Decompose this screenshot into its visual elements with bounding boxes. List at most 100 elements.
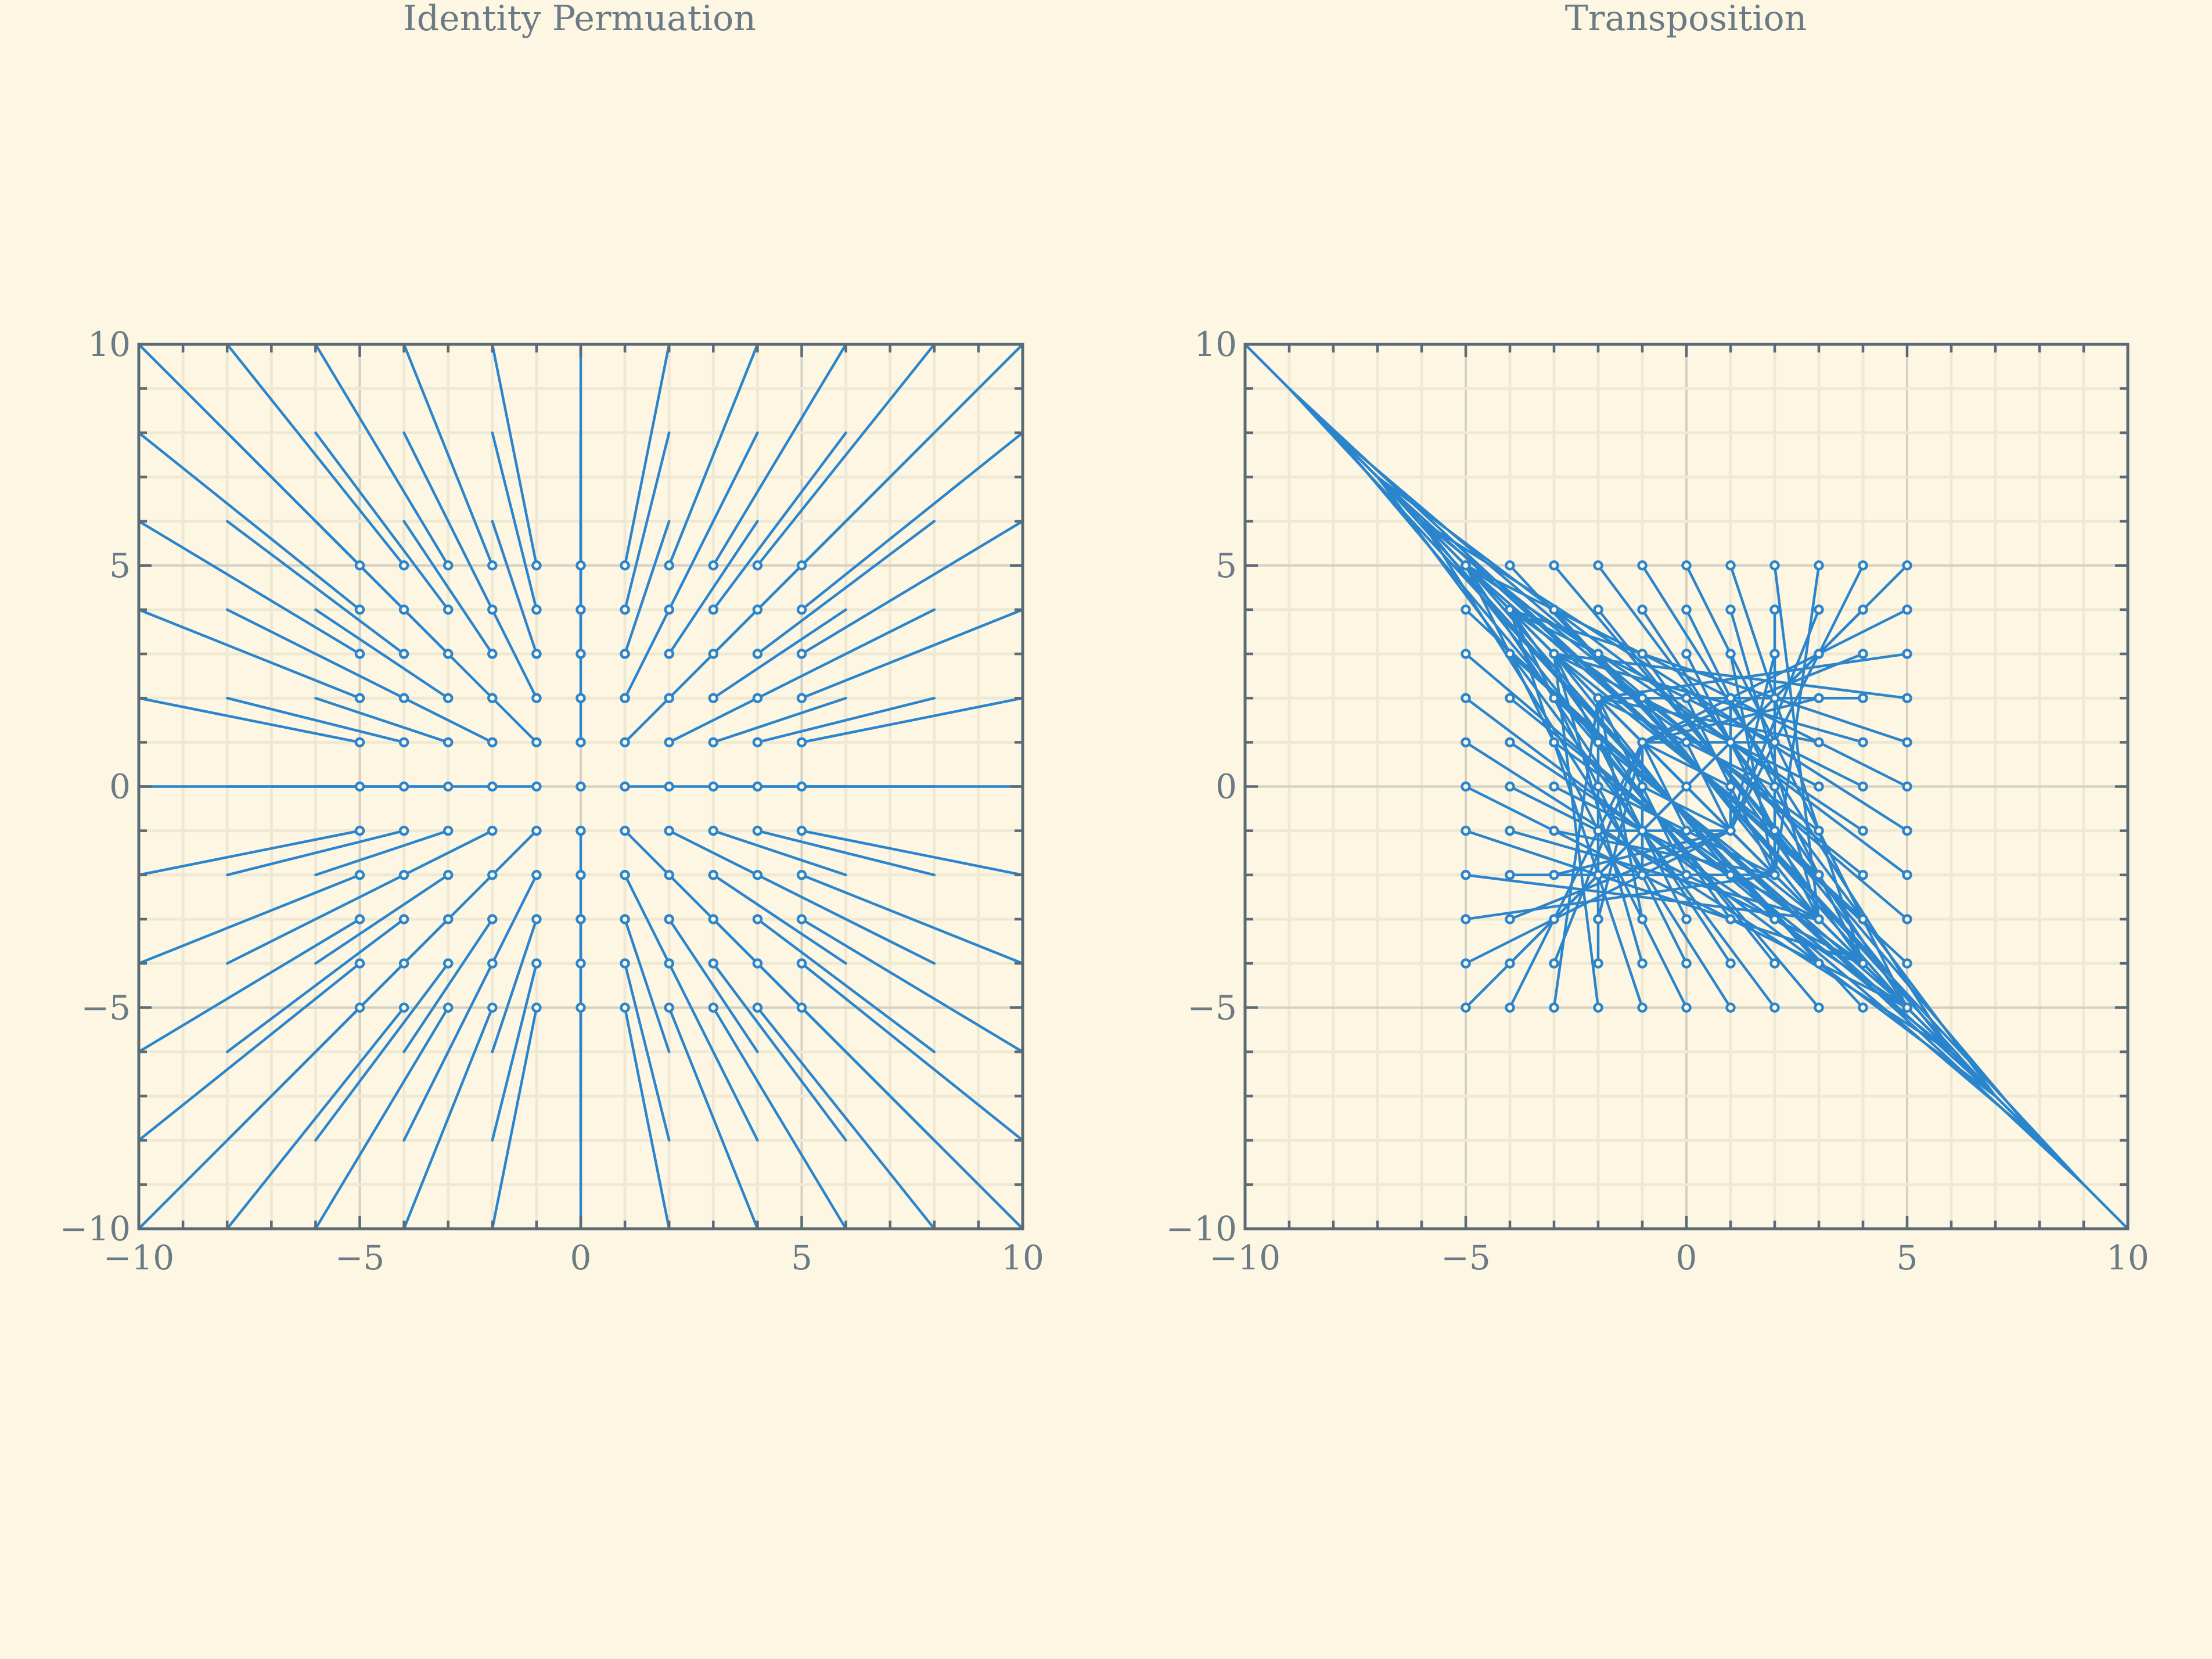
data-point — [1681, 649, 1692, 659]
series-line — [1596, 696, 1644, 921]
data-point — [796, 560, 807, 571]
data-point — [796, 825, 807, 836]
data-point — [708, 604, 719, 615]
data-point — [1681, 1002, 1692, 1013]
data-point — [708, 958, 719, 969]
data-point — [1681, 870, 1692, 880]
series-line — [712, 829, 847, 877]
data-point — [1637, 693, 1648, 703]
series-line — [667, 829, 759, 877]
data-point — [1505, 604, 1515, 615]
series-line — [667, 343, 759, 567]
series-line — [1376, 476, 1909, 877]
series-line — [800, 1006, 1024, 1230]
plot-frame — [137, 343, 1024, 1230]
data-point — [1505, 870, 1515, 880]
data-point — [664, 958, 674, 969]
data-point — [443, 649, 454, 659]
data-point — [1902, 693, 1912, 703]
series-line — [623, 873, 671, 965]
data-point — [796, 693, 807, 703]
series-line — [1641, 741, 1688, 832]
data-point — [398, 825, 409, 836]
series-line — [402, 1006, 494, 1230]
data-point — [1858, 870, 1868, 880]
series-line — [137, 608, 361, 700]
series-line — [1552, 652, 1732, 877]
data-point — [752, 870, 763, 880]
data-point — [531, 737, 542, 748]
data-point — [487, 870, 498, 880]
x-tick-label: −5 — [335, 1238, 385, 1277]
data-point — [664, 870, 674, 880]
data-point — [1681, 737, 1692, 748]
series-line — [1641, 785, 1688, 832]
series-line — [402, 696, 494, 744]
series-line — [1287, 387, 1865, 1009]
series-line — [1773, 564, 1821, 921]
data-point — [487, 604, 498, 615]
data-point — [1549, 649, 1559, 659]
data-point — [796, 604, 807, 615]
series-line — [667, 962, 759, 1142]
data-point — [576, 1002, 586, 1013]
series-line — [756, 608, 936, 700]
series-line — [1420, 520, 1909, 832]
data-point — [664, 560, 674, 571]
data-point — [1549, 914, 1559, 924]
data-point — [1637, 870, 1648, 880]
series-line — [137, 873, 361, 965]
data-point — [487, 1002, 498, 1013]
data-point — [620, 604, 630, 615]
series-line — [712, 1006, 847, 1230]
data-point — [1725, 781, 1736, 792]
panel-title: Identity Permuation — [403, 0, 756, 39]
series-line — [314, 343, 449, 567]
series-line — [1464, 829, 1865, 965]
data-point — [1593, 604, 1603, 615]
series-line — [225, 1006, 405, 1230]
data-point — [1681, 693, 1692, 703]
data-point — [620, 737, 630, 748]
data-point — [1461, 737, 1471, 748]
data-point — [1725, 604, 1736, 615]
series-line — [756, 696, 936, 744]
data-point — [576, 649, 586, 659]
data-point — [443, 737, 454, 748]
data-point — [443, 693, 454, 703]
series-lines — [137, 343, 1024, 1230]
series-line — [800, 431, 1024, 611]
data-point — [1637, 781, 1648, 792]
series-line — [712, 343, 847, 567]
series-line — [623, 343, 671, 567]
series-line — [623, 608, 671, 700]
y-tick-label: −5 — [1188, 988, 1238, 1027]
data-point — [1769, 693, 1780, 703]
data-point — [531, 649, 542, 659]
data-point — [398, 870, 409, 880]
data-point — [1769, 649, 1780, 659]
series-line — [623, 431, 671, 611]
series-line — [137, 431, 361, 611]
data-point — [1902, 560, 1912, 571]
data-point — [1593, 560, 1603, 571]
series-line — [712, 608, 847, 700]
data-point — [1769, 825, 1780, 836]
series-points — [1461, 560, 1912, 1013]
data-point — [620, 825, 630, 836]
data-point — [1858, 1002, 1868, 1013]
data-point — [1637, 649, 1648, 659]
data-point — [1461, 693, 1471, 703]
data-point — [354, 958, 365, 969]
data-point — [531, 781, 542, 792]
y-tick-label: 10 — [88, 325, 131, 364]
data-point — [354, 914, 365, 924]
data-point — [1637, 825, 1648, 836]
y-tick-label: 0 — [1215, 767, 1237, 807]
series-line — [1729, 652, 1776, 832]
data-point — [1814, 737, 1824, 748]
data-point — [1725, 693, 1736, 703]
data-point — [1681, 825, 1692, 836]
panel-identity: Identity Permuation −10 −5 0 5 10 −10 −5 0 5 10 — [60, 0, 1044, 1277]
